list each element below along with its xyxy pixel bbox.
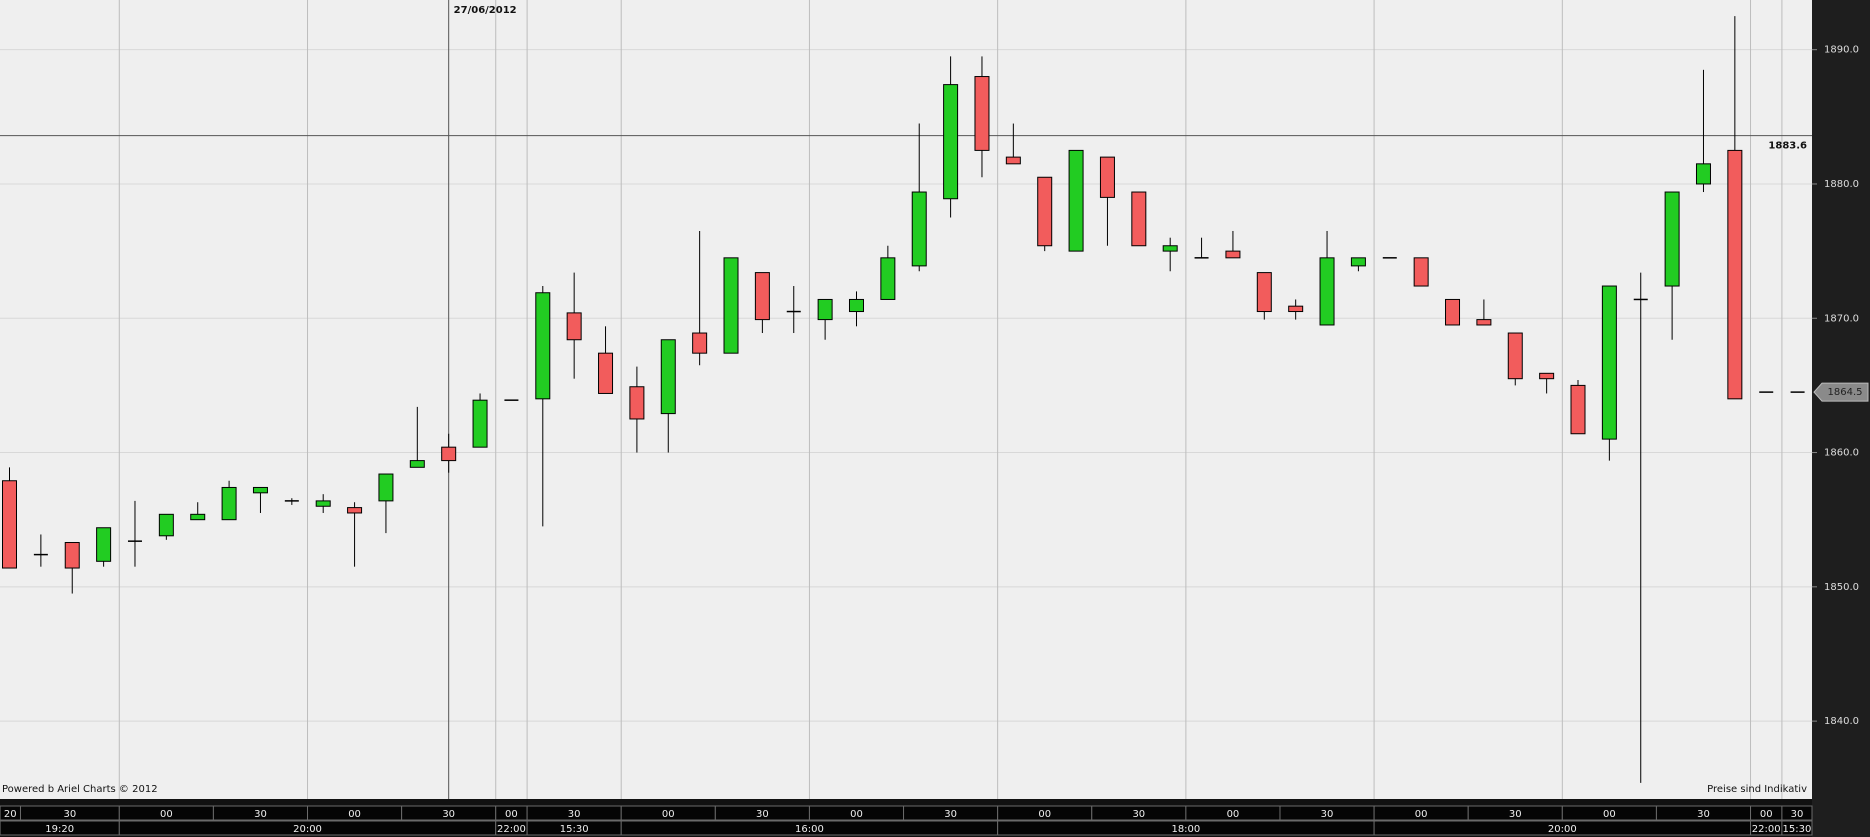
x-tick-label: 00 <box>1038 809 1051 820</box>
x-tick-label: 00 <box>1603 809 1616 820</box>
y-tick-label: 1850.0 <box>1824 582 1859 593</box>
candle-body <box>1664 191 1680 287</box>
candle-body <box>692 332 708 354</box>
time-cell <box>1781 805 1813 821</box>
candle-body <box>1539 372 1555 380</box>
candle-body <box>535 292 551 400</box>
x-tick-label: 30 <box>254 809 267 820</box>
x-tick-label: 15:30 <box>560 824 589 835</box>
candle-body <box>911 191 927 267</box>
candle-body <box>943 84 959 200</box>
candle-body <box>64 542 80 569</box>
candle-body <box>1476 319 1492 326</box>
candle-body <box>472 399 488 448</box>
candle-body <box>1445 298 1461 326</box>
y-tick-label: 1880.0 <box>1824 179 1859 190</box>
candle-body <box>974 76 990 151</box>
candle-body <box>1570 384 1586 435</box>
y-tick-label: 1840.0 <box>1824 716 1859 727</box>
candle-body <box>629 386 645 420</box>
candle-body <box>1601 285 1617 440</box>
candle-body <box>221 486 237 521</box>
x-tick-label: 30 <box>756 809 769 820</box>
candle-body <box>1507 332 1523 380</box>
last-price-tag <box>1813 382 1869 402</box>
x-tick-label: 20 <box>4 809 17 820</box>
candle-body <box>315 500 331 507</box>
x-tick-label: 30 <box>1132 809 1145 820</box>
candle-body <box>1099 156 1115 198</box>
candle-body <box>2 480 17 569</box>
disclaimer: Preise sind Indikativ <box>1707 784 1807 795</box>
x-tick-label: 30 <box>1791 809 1804 820</box>
x-tick-label: 30 <box>1697 809 1710 820</box>
x-tick-label: 19:20 <box>45 824 74 835</box>
candle-body <box>1350 257 1366 267</box>
candle-body <box>252 486 268 494</box>
candle-body <box>1319 257 1335 326</box>
candle-body <box>1727 149 1743 400</box>
price-axis-panel <box>1812 0 1870 837</box>
x-tick-label: 00 <box>850 809 863 820</box>
y-tick-label: 1890.0 <box>1824 45 1859 56</box>
x-tick-label: 00 <box>662 809 675 820</box>
x-tick-label: 00 <box>505 809 518 820</box>
credit: Powered b Ariel Charts © 2012 <box>2 784 158 795</box>
candle-body <box>598 352 614 394</box>
x-tick-label: 30 <box>442 809 455 820</box>
candle-body <box>158 513 174 537</box>
candle-body <box>1131 191 1147 247</box>
candle-body <box>1256 272 1272 313</box>
candle-body <box>190 513 206 521</box>
candle-body <box>723 257 739 354</box>
x-tick-label: 30 <box>568 809 581 820</box>
candle-body <box>347 507 363 514</box>
candle-body <box>1225 250 1241 259</box>
y-tick-label: 1870.0 <box>1824 313 1859 324</box>
candle-body <box>441 446 457 462</box>
date-label: 27/06/2012 <box>454 5 517 16</box>
candle-body <box>1005 156 1021 165</box>
x-tick-label: 22:00 <box>1752 824 1781 835</box>
crosshair-price-label: 1883.6 <box>1768 141 1807 152</box>
candle-body <box>1037 176 1053 247</box>
y-tick-label: 1860.0 <box>1824 448 1859 459</box>
candle-body <box>1413 257 1429 287</box>
candle-body <box>1068 149 1084 252</box>
candle-body <box>566 312 582 341</box>
x-tick-label: 20:00 <box>1548 824 1577 835</box>
x-tick-label: 00 <box>348 809 361 820</box>
candle-body <box>880 257 896 300</box>
x-tick-label: 00 <box>1760 809 1773 820</box>
plot-background <box>0 0 1812 799</box>
x-tick-label: 15:30 <box>1783 824 1812 835</box>
candle-body <box>409 460 425 468</box>
candle-body <box>378 473 394 502</box>
x-tick-label: 00 <box>160 809 173 820</box>
x-tick-label: 30 <box>1321 809 1334 820</box>
candle-body <box>1695 163 1711 185</box>
x-tick-label: 00 <box>1415 809 1428 820</box>
last-price-label: 1864.5 <box>1828 387 1863 398</box>
candle-body <box>1162 245 1178 252</box>
x-tick-label: 20:00 <box>293 824 322 835</box>
candle-body <box>660 339 676 415</box>
x-tick-label: 30 <box>944 809 957 820</box>
candle-body <box>754 272 770 321</box>
x-tick-label: 00 <box>1227 809 1240 820</box>
candle-body <box>1288 305 1304 313</box>
candle-body <box>96 527 112 562</box>
x-tick-label: 16:00 <box>795 824 824 835</box>
candle-body <box>848 298 864 313</box>
x-tick-label: 18:00 <box>1171 824 1200 835</box>
x-tick-label: 30 <box>1509 809 1522 820</box>
x-tick-label: 22:00 <box>497 824 526 835</box>
candle-body <box>817 298 833 321</box>
x-tick-label: 30 <box>64 809 77 820</box>
time-cell <box>1781 820 1813 836</box>
